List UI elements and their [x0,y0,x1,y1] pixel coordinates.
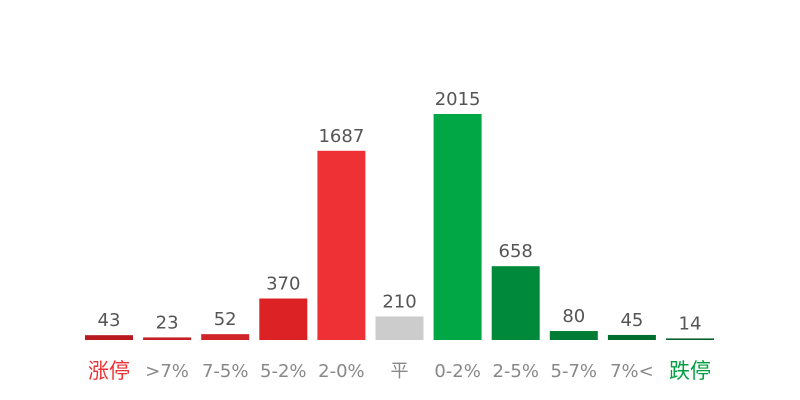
category-label: 2-0% [318,361,365,382]
value-label: 370 [266,274,300,295]
category-label: 5-2% [260,361,307,382]
category-label: 7%< [610,361,654,382]
value-label: 658 [499,241,533,262]
value-label: 52 [214,309,237,330]
value-label: 43 [98,310,121,331]
bar [607,334,656,340]
value-label: 210 [382,291,416,312]
category-label: 0-2% [434,361,481,382]
category-label: 平 [391,361,409,382]
bar [549,331,598,340]
bar [433,114,482,340]
category-label: 跌停 [669,359,711,383]
bar [375,316,424,340]
value-label: 2015 [435,89,481,110]
category-label: 7-5% [202,361,249,382]
category-label: 2-5% [492,361,539,382]
bar [201,334,250,340]
bar [317,150,366,340]
bar [143,337,192,340]
bar [259,298,308,340]
value-label: 45 [620,310,643,331]
value-label: 1687 [318,126,364,147]
category-label: 涨停 [88,359,130,383]
category-label: >7% [145,361,189,382]
value-label: 80 [562,306,585,327]
value-label: 23 [156,312,179,333]
category-label: 5-7% [551,361,598,382]
bar [666,338,714,340]
bar [85,335,133,340]
value-label: 14 [679,313,702,334]
bar [491,266,540,340]
